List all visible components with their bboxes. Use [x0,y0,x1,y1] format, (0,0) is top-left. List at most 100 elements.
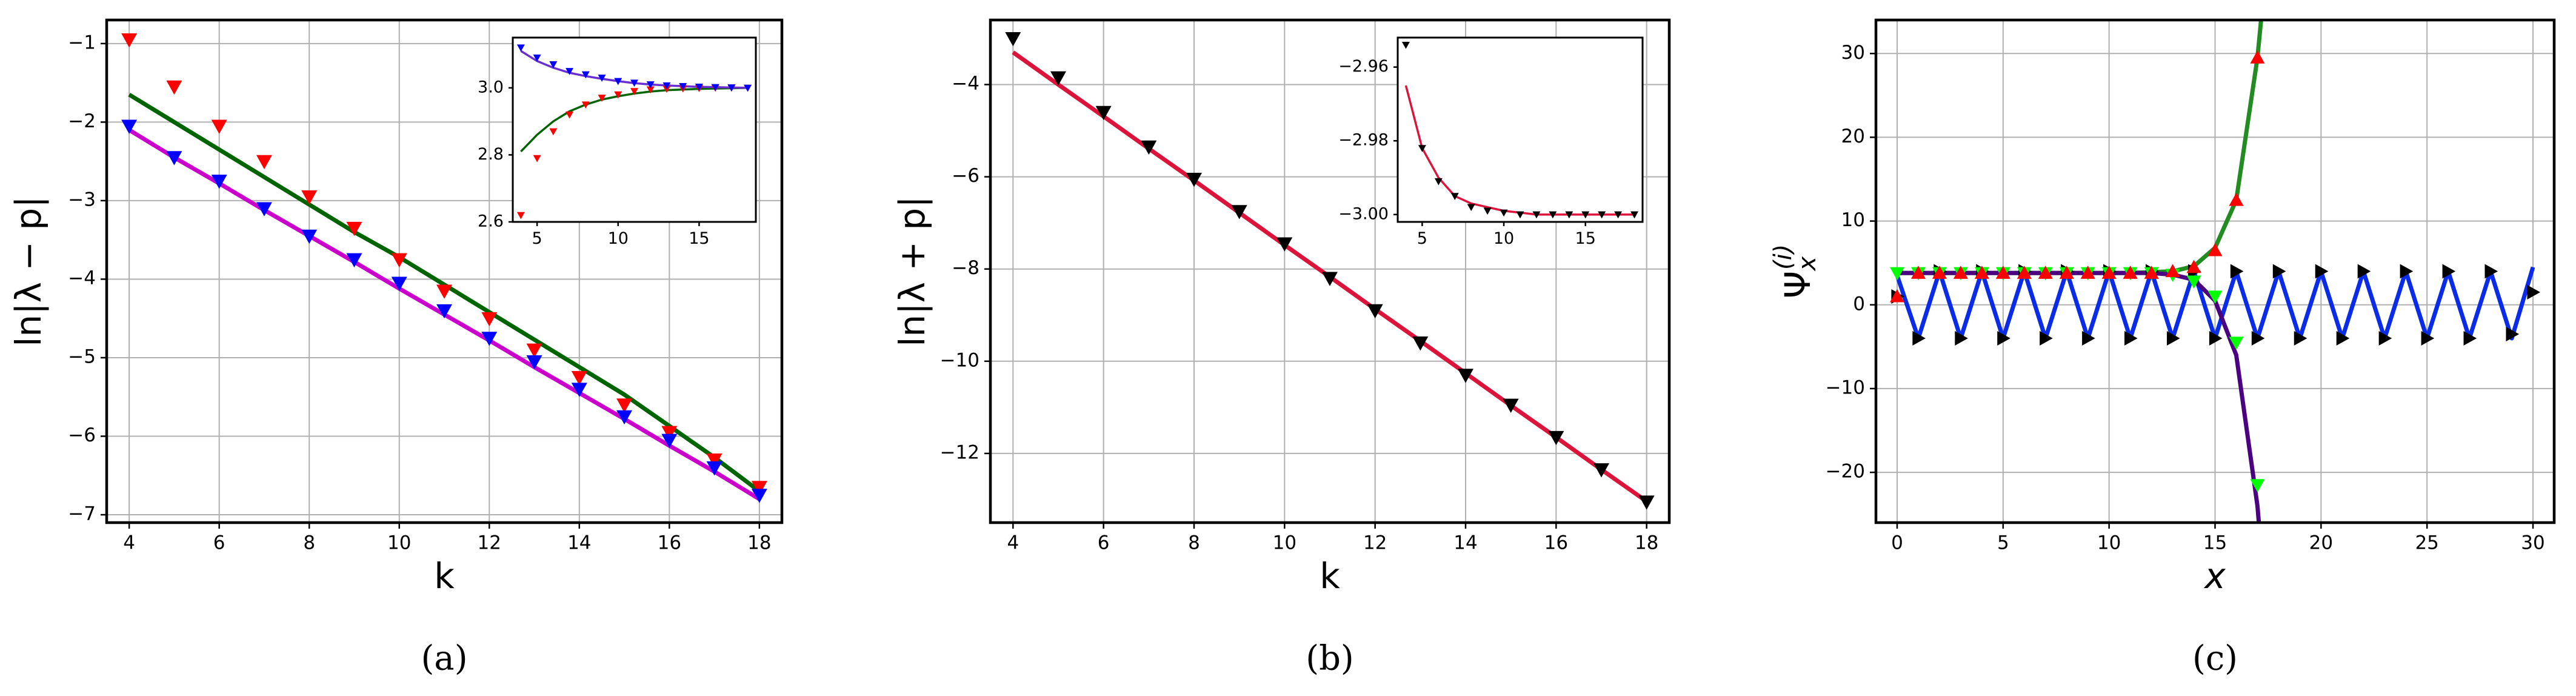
marker [481,332,498,346]
x-tick-label: 8 [1188,532,1200,554]
x-axis-label: k [1320,555,1340,597]
marker [1322,272,1338,286]
marker [1412,336,1429,351]
y-axis-label-sub: x [1794,256,1821,272]
marker [211,175,227,189]
x-tick-label: 20 [2309,532,2333,554]
marker [661,433,678,448]
y-tick-label: −3 [68,189,96,210]
marker [2442,264,2456,279]
marker [695,84,703,91]
marker [2207,243,2223,256]
marker [549,128,558,136]
marker [1450,193,1459,200]
marker [744,84,752,92]
inset-background [1398,38,1643,222]
x-tick-label: 12 [1363,532,1387,554]
marker [533,54,541,62]
y-tick-label: −20 [1826,461,1865,483]
marker [1995,266,2010,279]
marker [436,304,452,319]
marker [1503,398,1519,413]
x-tick-label: 16 [1544,532,1568,554]
marker [614,78,622,85]
x-tick-label: 10 [2097,532,2121,554]
marker [616,398,633,413]
marker [598,75,606,82]
x-tick-label: 0 [1891,532,1903,554]
x-axis-label: k [434,555,455,597]
marker [481,312,498,327]
inset: 5 10 15 −3.00 −2.98 −2.96 [1338,36,1644,248]
x-tick-label: 5 [1997,532,2009,554]
y-tick-label: −5 [68,346,96,367]
x-tick-label: 5 [532,229,542,248]
y-tick-label: −12 [940,441,979,463]
marker [1005,32,1021,47]
panel: 4 6 8 10 12 14 16 18 −7 −6 −5 −4 −3 −2 −1 k (a) ln|λ − p| [8,18,784,678]
y-tick-label: −10 [1826,376,1865,398]
marker [616,410,633,425]
marker [2165,264,2180,278]
marker [2123,266,2138,279]
marker [2186,259,2201,273]
y-axis-label: ln|λ + p| [892,196,933,347]
y-tick-label: −2.96 [1338,57,1389,76]
marker [1458,369,1473,383]
x-tick-label: 4 [1007,532,1019,554]
marker [1565,211,1573,219]
marker [2463,331,2477,346]
marker [2315,264,2329,279]
plot-area [121,33,767,503]
marker [1367,304,1383,319]
marker [526,343,542,358]
marker [346,221,362,236]
axes-frame [512,36,757,223]
marker [581,101,590,109]
marker [1186,172,1202,187]
marker [516,44,525,52]
marker [1549,211,1557,219]
y-tick-label: 2.6 [478,212,504,231]
marker [2101,266,2117,279]
marker [1483,207,1492,215]
marker [2229,193,2244,206]
marker [2059,266,2074,279]
y-tick-label: −7 [68,503,96,525]
marker [2506,327,2520,342]
x-tick-label: 5 [1417,229,1427,248]
y-tick-label: −2.98 [1338,131,1389,150]
y-axis-label-sup: (i) [1769,244,1797,270]
marker [2166,331,2180,346]
y-tick-label: −6 [952,165,979,187]
marker [581,71,590,79]
x-tick-label: 14 [1453,532,1477,554]
plot-area [1889,20,2541,523]
y-tick-label: −1 [68,32,96,53]
marker [516,212,525,219]
marker [1598,211,1606,219]
marker [646,81,655,89]
plot-area [1005,32,1655,510]
marker [526,355,542,370]
x-tick-label: 4 [123,532,135,554]
x-tick-label: 8 [303,532,315,554]
marker [1638,495,1655,510]
x-tick-label: 10 [608,229,629,248]
x-tick-label: 14 [567,532,591,554]
marker [256,202,272,216]
x-tick-label: 18 [747,532,771,554]
x-tick-label: 10 [1273,532,1296,554]
x-tick-label: 30 [2521,532,2544,554]
marker [2229,336,2244,350]
marker [2527,285,2541,300]
marker [1614,211,1623,219]
marker [549,61,558,69]
marker [2209,331,2223,346]
axes-frame [1874,18,2556,524]
plot-area [516,44,752,219]
marker [301,190,318,205]
y-tick-label: −8 [952,257,979,279]
marker [1912,331,1926,346]
